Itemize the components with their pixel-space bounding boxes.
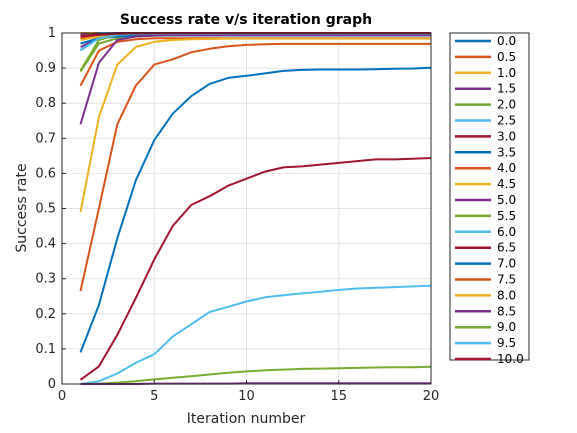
series-curve-1 <box>79 66 432 353</box>
y-tick-label: 0.2 <box>35 307 56 322</box>
legend-label: 6.5 <box>497 241 516 255</box>
legend-items: 0.0 0.5 1.0 1.5 2.0 2.53.0 3.5 4.0 4.5 5.0 5.5 6.0 6… <box>455 34 524 366</box>
legend-label: 6.0 <box>497 225 516 239</box>
legend-label: 8.0 <box>497 288 516 302</box>
series-line-8.0 <box>79 37 431 213</box>
y-axis-title: Success rate <box>14 163 30 252</box>
legend-label: 9.0 <box>497 320 516 334</box>
legend-label: 3.5 <box>497 145 516 159</box>
y-tick-label: 0.7 <box>35 131 56 146</box>
legend-label: 5.0 <box>497 193 516 207</box>
legend-label: 3.0 <box>497 129 516 143</box>
x-tick-label: 10 <box>238 389 255 404</box>
series-curve-0 <box>79 42 431 292</box>
y-tick-label: 0.5 <box>35 202 56 217</box>
x-tick-label: 5 <box>150 389 158 404</box>
y-tick-label: 0.4 <box>35 237 56 252</box>
chart-title: Success rate v/s iteration graph <box>120 12 372 28</box>
y-tick-label: 1 <box>48 26 56 41</box>
series-curve-4 <box>80 365 432 385</box>
y-tick-label: 0.3 <box>35 272 56 287</box>
grid-lines <box>61 32 432 385</box>
legend-label: 7.0 <box>497 257 516 271</box>
x-tick-label: 0 <box>58 389 66 404</box>
y-tick-label: 0 <box>48 377 56 392</box>
y-tick-label: 0.1 <box>35 342 56 357</box>
legend-label: 2.0 <box>497 98 516 112</box>
series-curve-2 <box>79 157 432 381</box>
legend-label: 7.5 <box>497 273 516 287</box>
x-tick-label: 15 <box>330 389 347 404</box>
legend-label: 9.5 <box>497 336 516 350</box>
y-tick-label: 0.8 <box>35 96 56 111</box>
y-axis-ticks: 0 0.1 0.2 0.3 0.4 0.5 0.6 0.7 0.8 0.9 1 <box>35 26 66 392</box>
legend-label: 2.5 <box>497 114 516 128</box>
x-axis-ticks: 0 5 10 15 20 <box>58 380 439 404</box>
y-tick-label: 0.9 <box>35 61 56 76</box>
legend-label: 5.5 <box>497 209 516 223</box>
legend-label: 1.5 <box>497 82 516 96</box>
legend-label: 8.5 <box>497 304 516 318</box>
y-tick-label: 0.6 <box>35 166 56 181</box>
legend: 0.0 0.5 1.0 1.5 2.0 2.53.0 3.5 4.0 4.5 5.0 5.5 6.0 6… <box>449 32 530 366</box>
series-line-8.5 <box>79 34 431 125</box>
plot-area: 0 5 10 15 20 0 0.1 0.2 0.3 0.4 0.5 0.6 0.7 0.8 0.9 1 <box>35 26 439 404</box>
x-axis-title: Iteration number <box>187 411 306 427</box>
legend-label: 10.0 <box>497 352 524 366</box>
series-curve-3 <box>80 284 432 385</box>
legend-label: 4.0 <box>497 161 516 175</box>
legend-label: 0.0 <box>497 34 516 48</box>
legend-label: 4.5 <box>497 177 516 191</box>
legend-label: 0.5 <box>497 50 516 64</box>
legend-label: 1.0 <box>497 66 516 80</box>
x-tick-label: 20 <box>423 389 440 404</box>
